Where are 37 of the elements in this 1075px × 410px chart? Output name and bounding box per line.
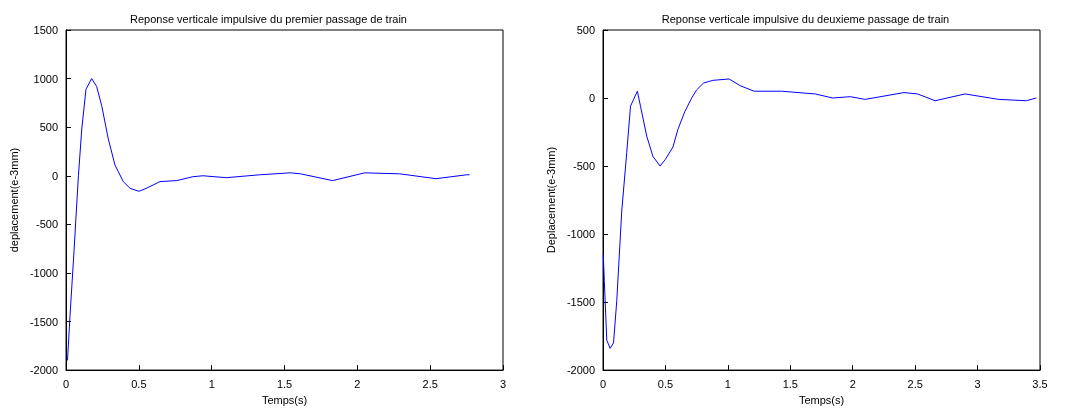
x-tick-label: 0.5 xyxy=(131,377,147,390)
x-tick-label: 3 xyxy=(499,377,507,390)
y-tick-label: -1000 xyxy=(29,266,59,279)
y-tick-label: 0 xyxy=(51,169,59,182)
y-tick-label: -1500 xyxy=(566,296,596,309)
y-tick-label: -2000 xyxy=(566,364,596,377)
x-tick-label: 1.5 xyxy=(782,377,798,390)
x-tick-label: 2 xyxy=(354,377,361,390)
x-tick-label: 2.5 xyxy=(422,377,438,390)
y-tick-label: -500 xyxy=(573,160,596,173)
x-tick-label: 2.5 xyxy=(907,377,923,390)
x-tick-label: 2 xyxy=(849,377,856,390)
y-axis-title: Deplacement(e-3mm) xyxy=(544,146,557,254)
y-tick-label: 500 xyxy=(576,24,596,36)
y-tick-label: -500 xyxy=(36,218,59,231)
x-tick-label: 3 xyxy=(974,377,981,390)
x-tick-label: 0 xyxy=(599,377,607,390)
x-axis-title: Temps(s) xyxy=(798,393,845,406)
y-axis-title: deplacement(e-3mm) xyxy=(7,147,20,253)
y-tick-label: -2000 xyxy=(29,364,59,377)
x-axis-title: Temps(s) xyxy=(261,393,308,406)
line-series xyxy=(66,78,470,361)
x-tick-label: 1 xyxy=(724,377,731,390)
y-tick-label: 0 xyxy=(588,92,596,105)
x-tick-label: 0.5 xyxy=(657,377,674,390)
x-tick-label: 3.5 xyxy=(1032,377,1048,390)
y-tick-label: -1000 xyxy=(566,228,596,241)
y-tick-label: -1500 xyxy=(29,315,59,328)
y-tick-label: 1000 xyxy=(33,72,59,85)
line-series xyxy=(602,78,1037,349)
y-tick-label: 1500 xyxy=(33,24,59,36)
chart-title: Reponse verticale impulsive du deuxieme passage de train xyxy=(661,12,950,25)
x-tick-label: 0 xyxy=(62,377,70,390)
y-tick-label: 500 xyxy=(39,121,59,134)
x-tick-label: 1.5 xyxy=(276,377,293,390)
x-tick-label: 1 xyxy=(208,377,215,390)
chart-title: Reponse verticale impulsive du premier passage de train xyxy=(130,12,407,25)
